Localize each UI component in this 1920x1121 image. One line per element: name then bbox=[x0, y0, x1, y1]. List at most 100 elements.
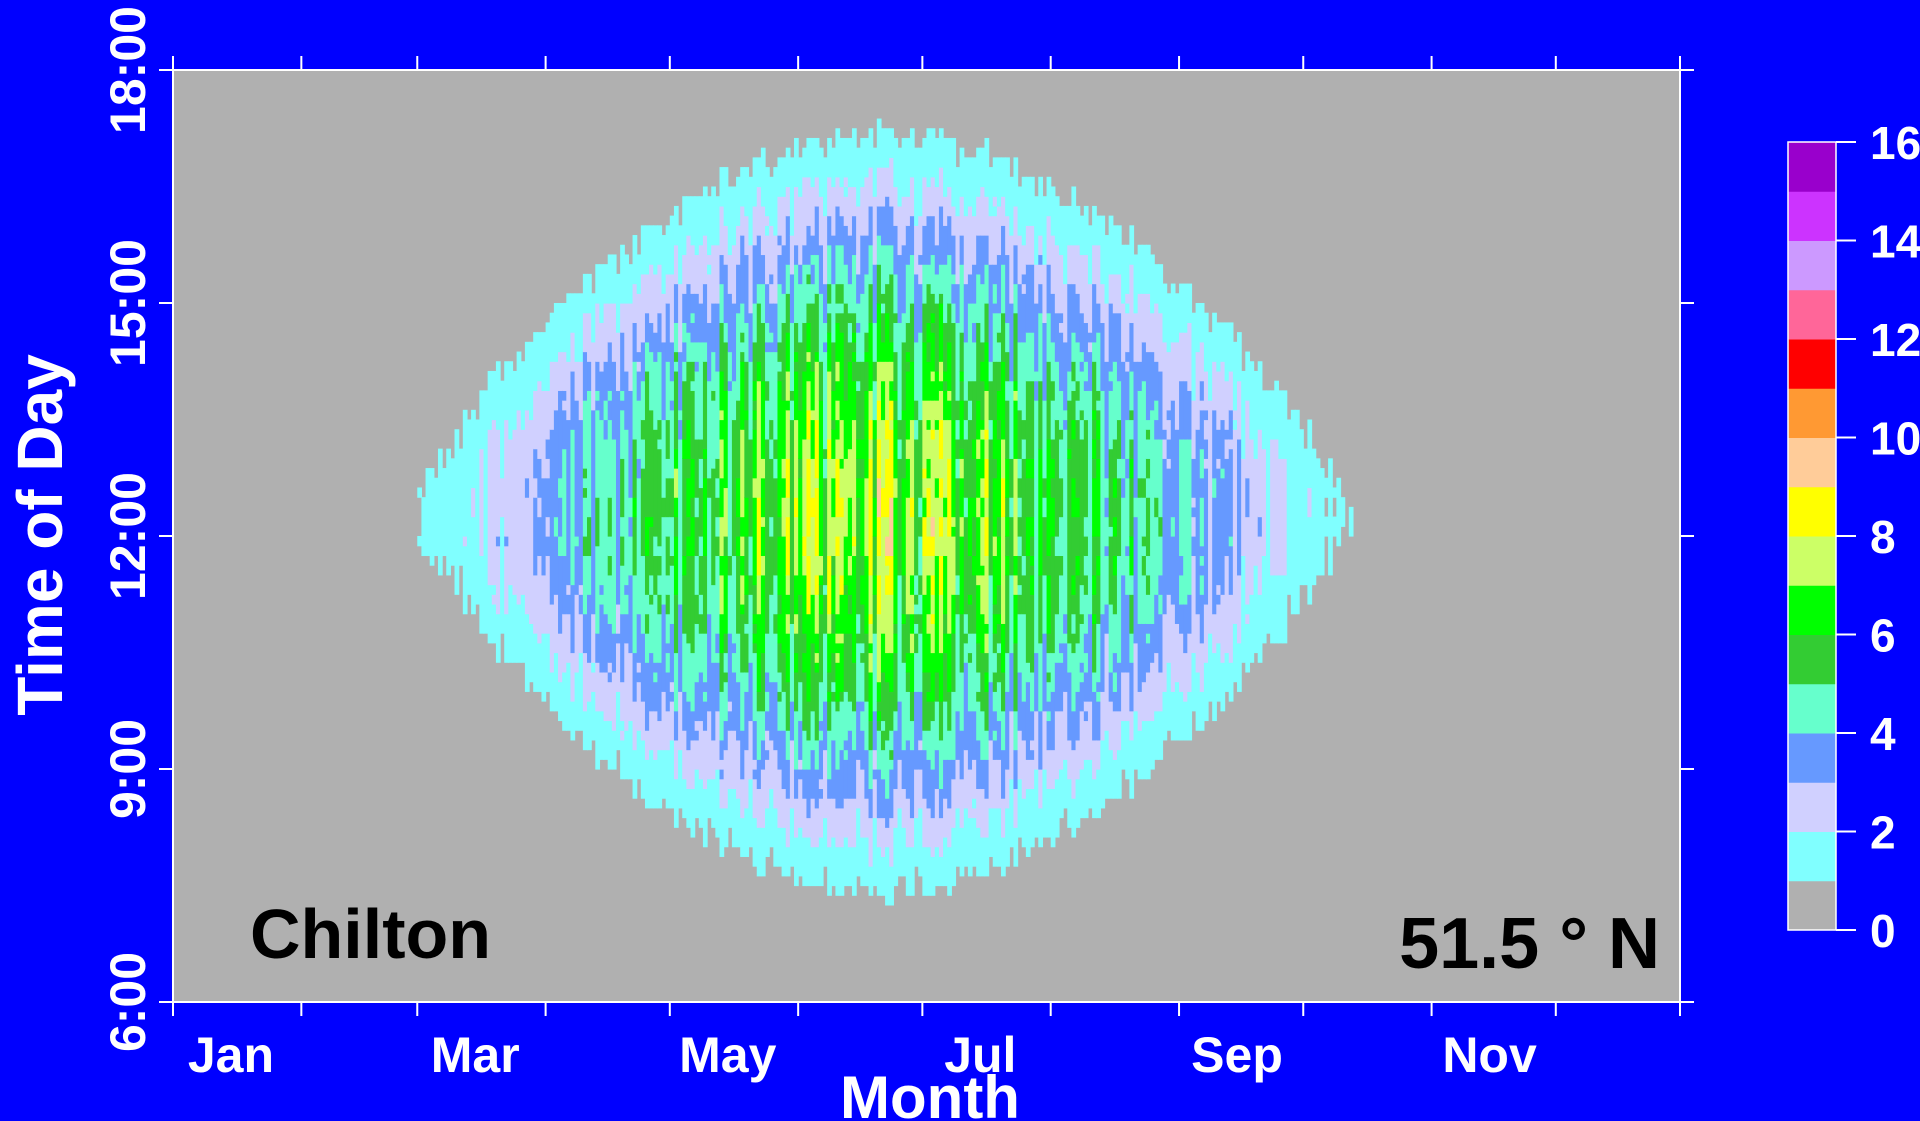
heat-cell bbox=[669, 691, 675, 702]
heat-cell bbox=[1096, 701, 1101, 741]
y-axis-title: Time of Day bbox=[4, 354, 76, 716]
heat-cell bbox=[1129, 419, 1135, 440]
heat-cell bbox=[1092, 739, 1097, 780]
heat-cell bbox=[1133, 312, 1139, 362]
heat-cell bbox=[963, 419, 969, 440]
heat-cell bbox=[864, 836, 870, 887]
heat-cell bbox=[752, 584, 758, 615]
heat-cell bbox=[644, 594, 650, 615]
heat-cell bbox=[847, 798, 853, 848]
y-tick-label: 6:00 bbox=[100, 952, 156, 1052]
heat-cell bbox=[847, 235, 853, 285]
heat-cell bbox=[798, 681, 803, 722]
heat-cell bbox=[798, 458, 803, 479]
heat-cell bbox=[1187, 438, 1193, 595]
heat-cell bbox=[1216, 370, 1222, 430]
heat-cell bbox=[1145, 623, 1151, 634]
heat-cell bbox=[860, 137, 865, 188]
heat-cell bbox=[1009, 380, 1015, 459]
heat-cell bbox=[723, 487, 729, 537]
heat-cell bbox=[885, 798, 890, 828]
heat-cell bbox=[835, 458, 841, 518]
heat-cell bbox=[1191, 555, 1197, 654]
heat-cell bbox=[1154, 516, 1159, 595]
heat-cell bbox=[620, 720, 625, 731]
colorbar-bin bbox=[1788, 683, 1836, 734]
heat-cell bbox=[926, 322, 932, 343]
heat-cell bbox=[1121, 574, 1126, 673]
heat-cell bbox=[918, 807, 923, 877]
heat-cell bbox=[479, 390, 485, 450]
heat-cell bbox=[1100, 215, 1106, 285]
heat-cell bbox=[1017, 516, 1023, 537]
heat-cell bbox=[1224, 555, 1230, 654]
heat-cell bbox=[1083, 536, 1089, 557]
heat-cell bbox=[868, 128, 874, 168]
heat-cell bbox=[785, 332, 791, 372]
heat-cell bbox=[1092, 613, 1097, 624]
heat-cell bbox=[1191, 516, 1197, 537]
heat-cell bbox=[1179, 332, 1184, 382]
heat-cell bbox=[1063, 419, 1068, 430]
heat-cell bbox=[802, 769, 808, 799]
heat-cell bbox=[972, 341, 977, 382]
heat-cell bbox=[1237, 380, 1242, 440]
heat-cell bbox=[798, 283, 803, 343]
heat-cell bbox=[1017, 584, 1023, 595]
heat-cell bbox=[798, 594, 803, 683]
heat-cell bbox=[711, 351, 716, 391]
heat-cell bbox=[640, 341, 646, 382]
heat-cell bbox=[1199, 448, 1205, 479]
heat-cell bbox=[1042, 497, 1048, 518]
heat-cell bbox=[707, 264, 712, 275]
heat-cell bbox=[984, 623, 990, 634]
heat-cell bbox=[976, 701, 981, 741]
heat-cell bbox=[1216, 603, 1222, 644]
heat-cell bbox=[905, 361, 911, 372]
heat-cell bbox=[1137, 244, 1143, 294]
heat-cell bbox=[996, 332, 1002, 343]
heat-cell bbox=[1125, 293, 1130, 304]
heat-cell bbox=[466, 419, 472, 595]
heat-cell bbox=[707, 477, 712, 498]
heat-cell bbox=[885, 827, 890, 848]
heat-cell bbox=[1030, 332, 1035, 382]
heat-cell bbox=[756, 788, 762, 828]
heat-cell bbox=[984, 798, 990, 838]
heat-cell bbox=[930, 652, 936, 702]
heat-cell bbox=[1009, 710, 1015, 780]
heat-cell bbox=[1017, 341, 1023, 411]
heat-cell bbox=[1067, 283, 1072, 372]
heat-cell bbox=[694, 361, 700, 372]
heat-cell bbox=[893, 390, 899, 401]
heat-cell bbox=[835, 303, 841, 314]
heat-cell bbox=[847, 312, 853, 324]
heat-cell bbox=[599, 264, 605, 324]
heat-cell bbox=[657, 438, 663, 450]
heat-cell bbox=[1116, 710, 1122, 751]
heat-cell bbox=[1009, 497, 1015, 518]
heat-cell bbox=[1112, 361, 1118, 440]
heat-cell bbox=[760, 710, 766, 741]
heat-cell bbox=[682, 322, 687, 343]
heat-cell bbox=[682, 438, 687, 459]
heat-cell bbox=[831, 186, 837, 236]
heat-cell bbox=[926, 633, 932, 673]
heat-cell bbox=[818, 730, 824, 741]
heat-cell bbox=[847, 283, 853, 314]
heat-cell bbox=[868, 458, 874, 576]
heat-cell bbox=[673, 778, 679, 828]
heat-cell bbox=[1092, 438, 1097, 459]
heat-cell bbox=[918, 283, 923, 333]
heat-cell bbox=[810, 642, 816, 712]
heat-cell bbox=[1232, 429, 1238, 624]
heat-cell bbox=[1224, 652, 1230, 692]
heat-cell bbox=[951, 827, 957, 887]
heat-cell bbox=[686, 196, 692, 236]
heat-cell bbox=[930, 769, 936, 819]
heat-cell bbox=[880, 312, 886, 343]
heat-cell bbox=[562, 555, 567, 615]
heat-cell bbox=[976, 458, 981, 498]
heat-cell bbox=[620, 536, 625, 566]
